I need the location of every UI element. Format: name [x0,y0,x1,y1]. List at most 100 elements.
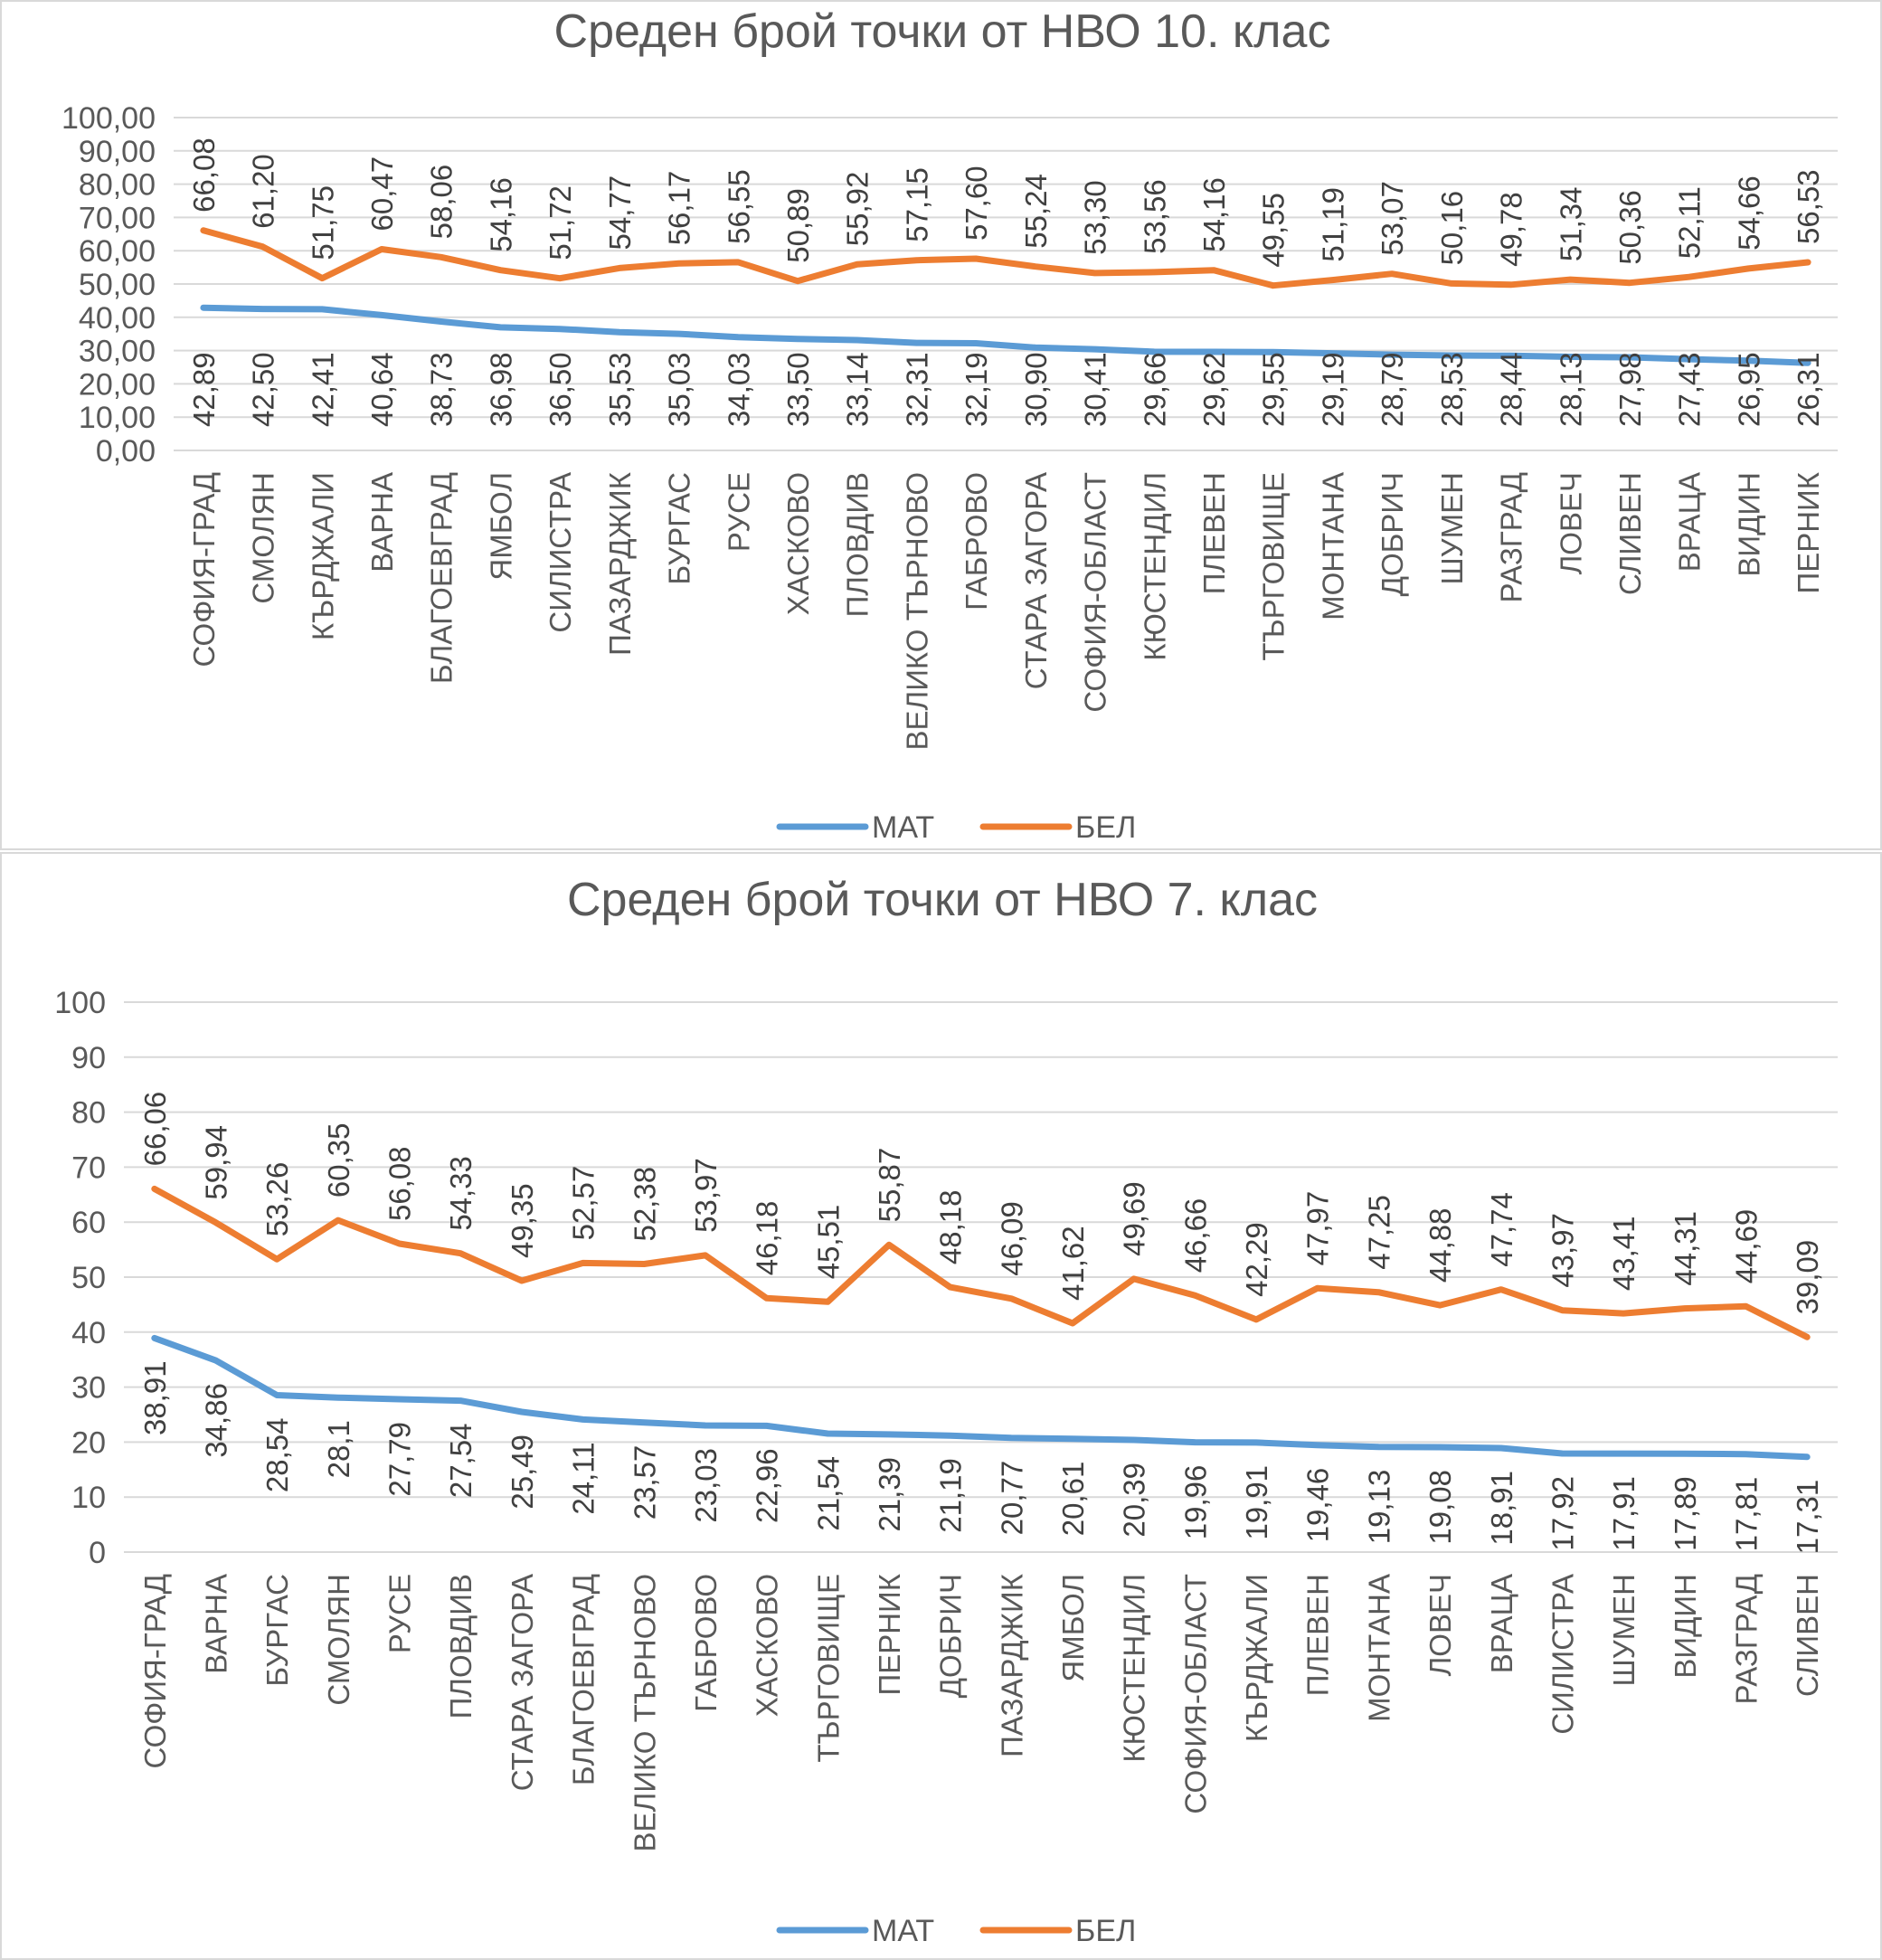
y-tick-label: 10,00 [79,401,156,435]
x-tick-label: ЯМБОЛ [484,472,517,581]
data-label-mat: 25,49 [506,1434,539,1510]
x-tick-label: КЮСТЕНДИЛ [1118,1574,1151,1763]
x-tick-label: ЛОВЕЧ [1554,472,1587,574]
x-tick-label: ДОБРИЧ [1376,472,1409,596]
data-label-mat: 29,55 [1257,352,1291,427]
data-label-bel: 51,72 [544,185,577,260]
data-label-mat: 33,14 [841,352,875,427]
data-label-bel: 51,34 [1554,186,1587,261]
y-tick-label: 10 [71,1481,106,1515]
y-tick-label: 70,00 [79,201,156,235]
data-label-mat: 19,91 [1240,1465,1273,1540]
legend-label: МАТ [872,810,934,845]
x-tick-label: СЛИВЕН [1791,1574,1824,1697]
data-label-bel: 57,15 [900,167,933,242]
data-label-mat: 35,03 [663,352,696,427]
data-label-mat: 28,53 [1435,352,1469,427]
data-label-mat: 17,92 [1546,1476,1579,1551]
y-tick-label: 0 [89,1536,106,1570]
data-label-bel: 54,66 [1732,175,1765,251]
legend-label: БЕЛ [1075,810,1136,845]
data-label-mat: 40,64 [365,352,399,427]
data-label-mat: 21,54 [811,1456,845,1531]
x-tick-label: ДОБРИЧ [934,1574,968,1698]
x-tick-label: СМОЛЯН [247,472,280,604]
data-label-mat: 42,89 [187,352,221,427]
data-label-mat: 29,62 [1197,352,1231,427]
data-label-mat: 20,39 [1118,1463,1151,1538]
data-label-mat: 18,91 [1485,1471,1518,1546]
data-label-bel: 60,47 [365,156,399,232]
data-label-bel: 56,55 [722,169,755,244]
chart-title: Среден брой точки от НВО 10. клас [554,5,1331,58]
series-line-mat [151,1334,1811,1461]
data-label-bel: 44,88 [1423,1208,1457,1283]
data-label-mat: 28,79 [1376,352,1409,427]
data-label-mat: 34,86 [200,1383,233,1458]
data-label-bel: 45,51 [811,1205,845,1280]
y-tick-label: 60,00 [79,234,156,269]
data-label-bel: 41,62 [1056,1226,1090,1301]
data-label-bel: 46,18 [751,1201,784,1276]
x-tick-label: ЯМБОЛ [1056,1574,1090,1682]
data-label-bel: 50,16 [1435,191,1469,266]
data-label-bel: 54,16 [1197,177,1231,252]
x-tick-label: КЮСТЕНДИЛ [1138,472,1171,661]
data-label-mat: 38,91 [138,1360,172,1435]
data-label-mat: 21,19 [934,1458,968,1533]
y-tick-label: 40 [71,1316,106,1350]
data-label-bel: 43,97 [1546,1213,1579,1288]
data-label-mat: 42,50 [247,352,280,427]
data-label-mat: 33,50 [781,352,815,427]
chart-title: Среден брой точки от НВО 7. клас [567,874,1318,926]
data-label-mat: 23,57 [628,1445,661,1520]
data-label-bel: 52,11 [1673,186,1707,259]
data-label-mat: 29,19 [1316,352,1349,427]
data-label-mat: 28,54 [260,1417,294,1492]
x-tick-label: ХАСКОВО [751,1574,784,1717]
data-label-mat: 28,1 [322,1420,355,1478]
data-label-bel: 39,09 [1791,1240,1824,1315]
data-label-bel: 46,09 [995,1201,1028,1276]
x-tick-label: ВАРНА [200,1574,233,1674]
x-tick-label: ПЛЕВЕН [1197,472,1231,594]
data-label-bel: 55,24 [1019,174,1053,249]
data-label-mat: 30,41 [1079,352,1112,427]
data-label-bel: 49,55 [1257,193,1291,268]
data-label-mat: 36,98 [484,352,517,427]
data-label-bel: 56,53 [1792,169,1825,244]
x-tick-label: ВЕЛИКО ТЪРНОВО [628,1574,661,1851]
legend-label: МАТ [872,1914,934,1948]
x-tick-label: ХАСКОВО [781,472,815,615]
data-label-mat: 19,46 [1301,1468,1335,1543]
data-label-bel: 50,89 [781,188,815,263]
x-tick-label: СОФИЯ-ОБЛАСТ [1079,472,1112,713]
data-label-mat: 26,95 [1732,352,1765,427]
x-tick-label: ПЛОВДИВ [841,472,875,617]
data-label-bel: 53,97 [689,1158,723,1233]
data-label-mat: 19,96 [1178,1465,1212,1540]
x-tick-label: ГАБРОВО [960,472,993,611]
data-label-bel: 61,20 [247,154,280,229]
data-label-bel: 53,26 [260,1162,294,1237]
x-tick-label: РАЗГРАД [1495,472,1528,603]
data-label-bel: 51,19 [1316,187,1349,262]
x-tick-label: ПЕРНИК [1792,471,1825,593]
data-label-mat: 23,03 [689,1448,723,1523]
x-tick-label: ПЕРНИК [873,1573,906,1695]
x-tick-label: ШУМЕН [1435,472,1469,585]
x-tick-label: СМОЛЯН [322,1574,355,1706]
chart-panel-10th-grade: Среден брой точки от НВО 10. клас 0,00 10,… [0,0,1882,850]
x-tick-label: СОФИЯ-ОБЛАСТ [1178,1574,1212,1814]
y-tick-label: 20 [71,1425,106,1460]
data-label-mat: 27,98 [1613,352,1647,427]
series-line-bel [151,1185,1811,1340]
y-tick-label: 30 [71,1371,106,1406]
x-tick-label: ЛОВЕЧ [1423,1574,1457,1676]
data-label-mat: 26,31 [1792,352,1825,427]
data-label-mat: 27,54 [444,1424,478,1499]
x-tick-label: ПЛОВДИВ [444,1574,478,1719]
y-tick-label: 70 [71,1150,106,1185]
data-label-mat: 17,91 [1607,1476,1641,1551]
x-tick-label: ВЕЛИКО ТЪРНОВО [900,472,933,750]
